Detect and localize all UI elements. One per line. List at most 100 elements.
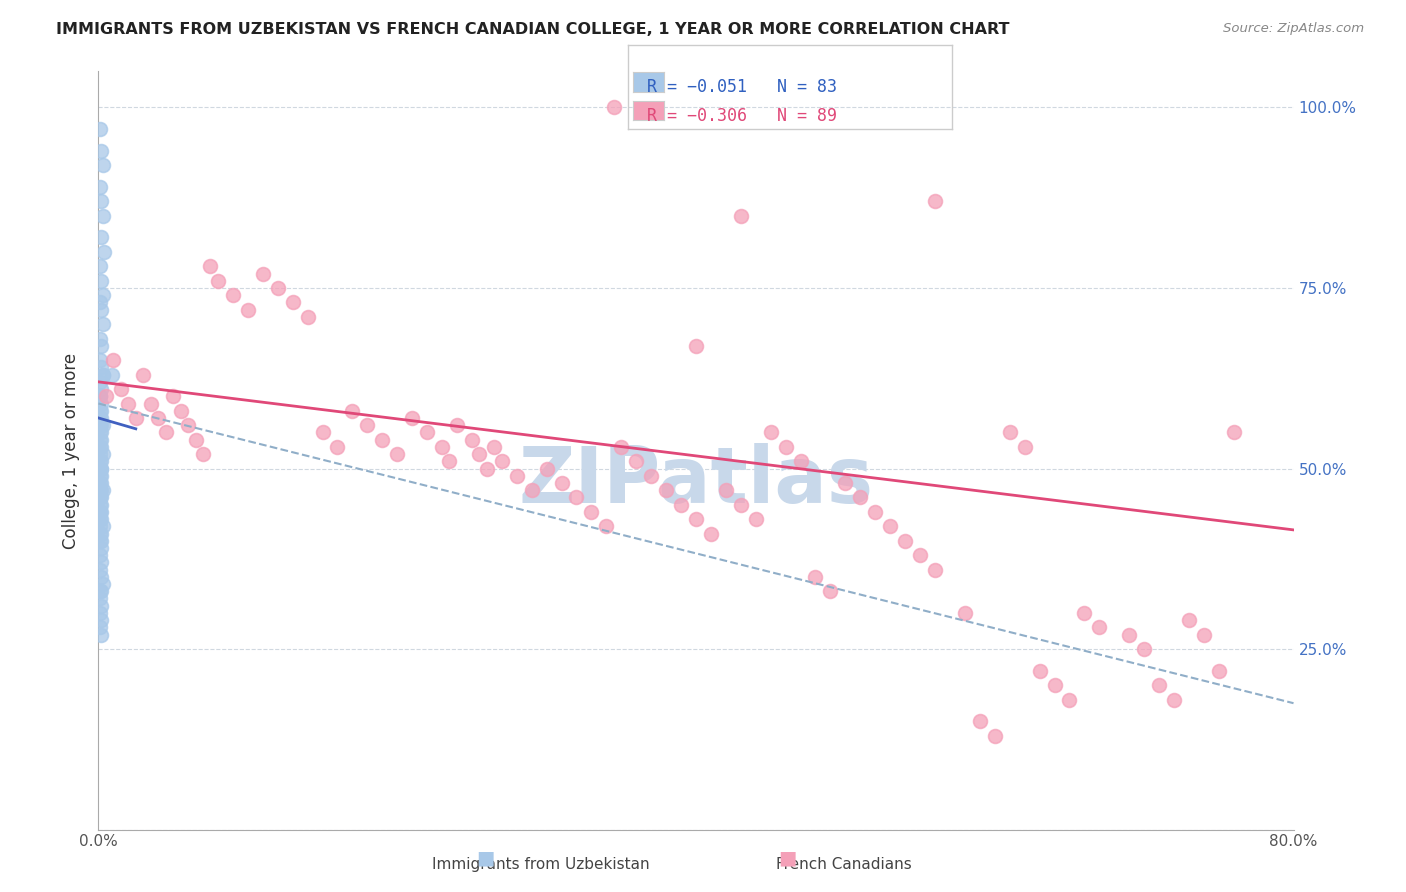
Point (1178, 613, 1201, 627)
Point (90, 230, 112, 244)
Point (89, 505, 111, 519)
Point (297, 310, 319, 324)
Point (90, 339, 112, 353)
Point (520, 483, 543, 498)
Point (90, 382, 112, 396)
Point (103, 353, 125, 368)
Point (89, 260, 111, 274)
Point (89, 440, 111, 454)
Point (91, 577, 114, 591)
Point (439, 454, 461, 468)
Point (820, 584, 842, 599)
Point (775, 440, 797, 454)
Point (89, 389, 111, 403)
Point (267, 281, 290, 295)
Text: IMMIGRANTS FROM UZBEKISTAN VS FRENCH CANADIAN COLLEGE, 1 YEAR OR MORE CORRELATIO: IMMIGRANTS FROM UZBEKISTAN VS FRENCH CAN… (56, 22, 1010, 37)
Point (110, 382, 132, 396)
Point (865, 505, 887, 519)
Point (475, 461, 498, 475)
Point (759, 425, 782, 440)
Point (90, 425, 112, 440)
Point (924, 194, 946, 209)
Point (908, 548, 931, 562)
Point (446, 418, 468, 433)
Point (93, 244, 115, 259)
Point (90, 533, 112, 548)
Point (745, 512, 768, 526)
Point (603, 100, 626, 114)
Point (101, 368, 124, 382)
Point (1028, 664, 1050, 678)
Point (484, 440, 506, 454)
Point (89, 533, 111, 548)
Point (879, 519, 901, 533)
Point (90, 505, 112, 519)
Point (311, 425, 333, 440)
Text: ■: ■ (475, 848, 495, 867)
Point (90, 433, 112, 447)
Point (90, 570, 112, 584)
Point (89, 403, 111, 417)
Point (89, 483, 111, 498)
Point (222, 288, 245, 302)
Text: ZIPatlas: ZIPatlas (519, 442, 873, 519)
Point (685, 512, 707, 526)
Point (89, 498, 111, 512)
Point (430, 440, 453, 454)
Text: R = −0.306   N = 89: R = −0.306 N = 89 (647, 107, 837, 125)
Point (89, 491, 111, 505)
Point (90, 475, 112, 490)
Point (1118, 627, 1140, 641)
Point (89, 454, 111, 468)
Point (155, 425, 177, 440)
Point (789, 454, 811, 468)
Point (89, 548, 111, 562)
Point (998, 425, 1021, 440)
Point (626, 454, 648, 468)
Point (89, 389, 111, 403)
Point (90, 454, 112, 468)
Point (281, 295, 304, 310)
Point (89, 411, 111, 425)
Point (730, 498, 752, 512)
Point (468, 447, 491, 461)
Point (1043, 678, 1066, 692)
Point (984, 729, 1007, 743)
Point (90, 526, 112, 541)
Point (89, 526, 111, 541)
Point (89, 295, 111, 310)
Point (90, 613, 112, 627)
Point (90, 555, 112, 569)
Point (565, 491, 588, 505)
Text: Source: ZipAtlas.com: Source: ZipAtlas.com (1223, 22, 1364, 36)
Point (91, 519, 114, 533)
Point (385, 447, 409, 461)
Point (640, 468, 662, 483)
Point (550, 475, 572, 490)
Point (1059, 692, 1081, 706)
Point (1147, 678, 1170, 692)
Point (655, 483, 678, 498)
Point (90, 411, 112, 425)
Point (90, 483, 112, 498)
Point (90, 194, 112, 209)
Point (90, 396, 112, 410)
Point (90, 599, 112, 613)
Point (94, 389, 117, 403)
Point (191, 447, 214, 461)
Point (326, 440, 349, 454)
Point (90, 360, 112, 375)
Point (90, 468, 112, 483)
Point (91, 317, 114, 331)
Text: Immigrants from Uzbekistan: Immigrants from Uzbekistan (433, 857, 650, 872)
Point (356, 418, 378, 433)
Point (1014, 440, 1036, 454)
Point (536, 461, 558, 475)
Point (89, 620, 111, 634)
Point (162, 389, 184, 403)
Point (89, 519, 111, 533)
Point (125, 411, 148, 425)
Point (90, 461, 112, 475)
Point (89, 491, 111, 505)
Point (924, 563, 946, 577)
